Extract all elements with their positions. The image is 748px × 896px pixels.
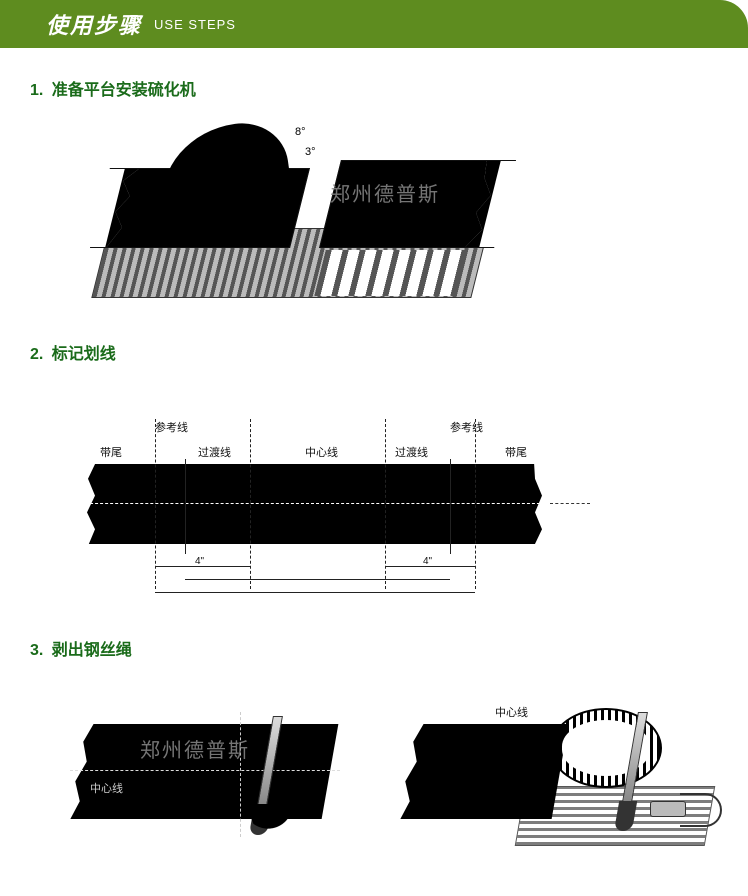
fig1-press-legs	[314, 250, 465, 296]
fig2-dash-1	[155, 419, 156, 589]
fig2-dash-3	[385, 419, 386, 589]
step-3-text: 剥出钢丝绳	[52, 642, 132, 659]
fig3a-dash	[240, 712, 241, 837]
step-1-figure: 8° 3° 郑州德普斯	[80, 118, 510, 318]
fig3-panel-b: 中心线	[400, 694, 680, 864]
fig3a-peel	[250, 804, 310, 848]
fig2-dimlabel-1: 4"	[195, 556, 204, 567]
fig2-label-tail-l: 带尾	[100, 444, 122, 460]
step-2-figure: 带尾 带尾 参考线 参考线 过渡线 过渡线 中心线 4" 4"	[80, 404, 550, 614]
fig2-label-ref-l: 参考线	[155, 419, 188, 435]
fig2-label-tail-r: 带尾	[505, 444, 527, 460]
fig2-label-ref-r: 参考线	[450, 419, 483, 435]
step-3: 3. 剥出钢丝绳 中心线 郑州德普斯 中心线	[30, 636, 748, 874]
step-2: 2. 标记划线 带尾 带尾 参考线 参考线 过渡线 过渡线 中心线 4"	[30, 340, 748, 614]
step-1-num: 1.	[30, 82, 43, 99]
step-1-text: 准备平台安装硫化机	[52, 82, 196, 99]
step-2-num: 2.	[30, 346, 43, 363]
fig2-solid-line-right	[450, 459, 451, 554]
section-header: 使用步骤 USE STEPS	[0, 0, 748, 48]
fig3b-label-center: 中心线	[495, 704, 528, 720]
step-2-title: 2. 标记划线	[30, 340, 748, 364]
fig1-belt-right	[319, 160, 516, 248]
fig3-panel-a: 中心线 郑州德普斯	[70, 694, 350, 864]
fig2-label-center: 中心线	[305, 444, 338, 460]
step-3-num: 3.	[30, 642, 43, 659]
fig1-angle-bottom: 3°	[305, 146, 316, 158]
fig2-solid-line-left	[185, 459, 186, 554]
fig2-dash-2	[250, 419, 251, 589]
step-3-figure: 中心线 郑州德普斯 中心线	[70, 694, 710, 874]
step-1-title: 1. 准备平台安装硫化机	[30, 76, 748, 100]
fig3a-label-center: 中心线	[90, 780, 123, 796]
fig2-dimlabel-2: 4"	[423, 556, 432, 567]
step-3-title: 3. 剥出钢丝绳	[30, 636, 748, 660]
fig2-dim-4	[155, 592, 475, 593]
fig1-angle-top: 8°	[295, 126, 306, 138]
fig3b-belt	[392, 724, 569, 819]
header-title-en: USE STEPS	[154, 17, 236, 32]
fig3a-centerline	[70, 770, 340, 771]
fig2-dim-3	[185, 579, 450, 580]
header-title-zh: 使用步骤	[46, 8, 142, 40]
fig2-label-trans-r: 过渡线	[395, 444, 428, 460]
fig2-label-trans-l: 过渡线	[198, 444, 231, 460]
fig2-belt	[80, 464, 550, 544]
steps-content: 1. 准备平台安装硫化机 8° 3° 郑州德普斯 2. 标记划线	[0, 48, 748, 874]
fig2-centerline	[80, 503, 550, 504]
step-2-text: 标记划线	[52, 346, 116, 363]
fig2-centerline-ext	[550, 503, 590, 504]
fig3b-plier-icon	[650, 789, 720, 829]
step-1: 1. 准备平台安装硫化机 8° 3° 郑州德普斯	[30, 76, 748, 318]
fig2-dash-4	[475, 419, 476, 589]
